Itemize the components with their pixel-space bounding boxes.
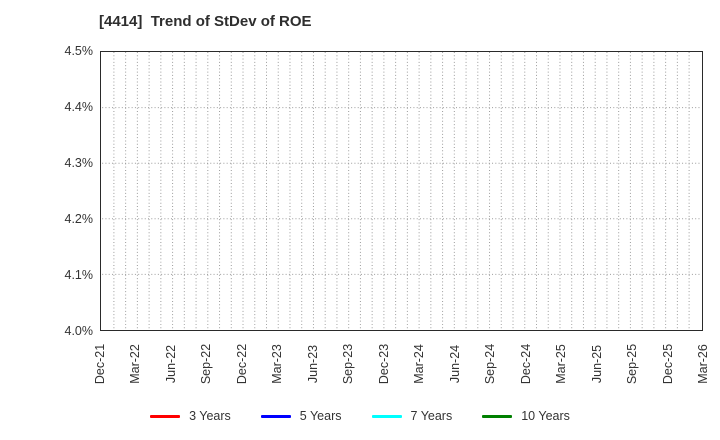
- x-tick-label: Mar-26: [696, 344, 710, 384]
- x-tick-label: Mar-23: [270, 344, 285, 384]
- legend-line-swatch: [371, 414, 402, 418]
- chart-title: [4414] Trend of StDev of ROE: [99, 13, 312, 30]
- legend-line-swatch: [260, 414, 291, 418]
- x-tick-label: Dec-22: [234, 343, 249, 385]
- plot-area: [100, 51, 703, 331]
- x-tick-label: Sep-24: [483, 343, 498, 385]
- x-tick-label: Mar-24: [412, 344, 427, 384]
- legend-label: 10 Years: [521, 409, 570, 423]
- y-tick-label: 4.0%: [64, 323, 94, 338]
- x-tick-label: Sep-23: [341, 343, 356, 385]
- y-tick-label: 4.3%: [64, 155, 94, 170]
- grid-layer: [102, 52, 701, 330]
- x-tick-label: Dec-23: [376, 343, 391, 385]
- x-tick-label: Jun-22: [163, 344, 178, 384]
- legend-label: 7 Years: [410, 409, 453, 423]
- legend-item: 10 Years: [482, 409, 570, 423]
- legend-item: 7 Years: [371, 409, 453, 423]
- y-tick-label: 4.5%: [64, 43, 94, 58]
- x-tick-label: Jun-23: [305, 344, 320, 384]
- legend-item: 5 Years: [260, 409, 342, 423]
- x-tick-label: Sep-22: [199, 343, 214, 385]
- x-tick-label: Dec-24: [518, 343, 533, 385]
- y-tick-label: 4.1%: [64, 267, 94, 282]
- y-tick-label: 4.4%: [64, 99, 94, 114]
- legend-line-swatch: [482, 414, 513, 418]
- legend-line-swatch: [150, 414, 181, 418]
- legend-label: 3 Years: [189, 409, 231, 423]
- x-tick-label: Mar-25: [554, 344, 569, 384]
- x-tick-label: Mar-22: [128, 344, 143, 384]
- y-tick-label: 4.2%: [64, 211, 94, 226]
- x-tick-label: Dec-21: [93, 343, 107, 385]
- legend-item: 3 Years: [150, 409, 231, 423]
- legend: 3 Years 5 Years 7 Years 10 Years: [0, 405, 720, 427]
- x-tick-label: Sep-25: [625, 343, 640, 385]
- x-tick-label: Dec-25: [660, 343, 675, 385]
- x-tick-label: Jun-24: [447, 344, 462, 384]
- x-tick-label: Jun-25: [589, 344, 604, 384]
- legend-label: 5 Years: [299, 409, 342, 423]
